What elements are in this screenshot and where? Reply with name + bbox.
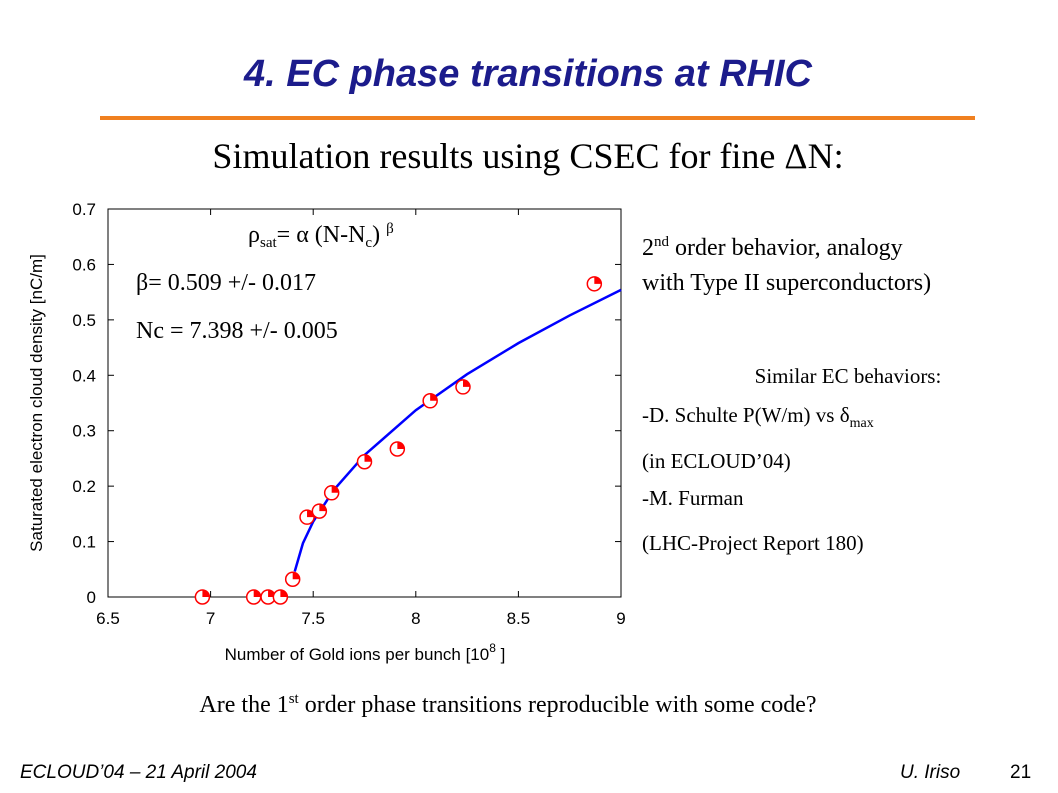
footer-author: U. Iriso bbox=[900, 762, 960, 783]
y-axis-label: Saturated electron cloud density [nC/m] bbox=[27, 254, 46, 552]
similar-line: -D. Schulte P(W/m) vs δmax bbox=[642, 403, 874, 431]
note: 2nd order behavior, analogy bbox=[642, 234, 903, 261]
y-tick-label: 0.1 bbox=[72, 533, 96, 552]
x-tick-label: 7.5 bbox=[301, 609, 325, 628]
similar-line: (in ECLOUD’04) bbox=[642, 449, 791, 473]
point-wedge bbox=[430, 393, 438, 401]
formula-sub: sat bbox=[260, 235, 277, 251]
data-point bbox=[422, 393, 438, 409]
similar-sub: max bbox=[850, 416, 874, 431]
question-part: order phase transitions reproducible wit… bbox=[299, 692, 817, 718]
point-wedge bbox=[462, 379, 470, 387]
point-wedge bbox=[292, 572, 300, 580]
point-wedge bbox=[331, 485, 339, 493]
data-point bbox=[311, 503, 328, 519]
formula-sub: c bbox=[365, 235, 372, 251]
similar-heading: Similar EC behaviors: bbox=[755, 364, 942, 388]
point-wedge bbox=[397, 442, 405, 450]
point-wedge bbox=[280, 590, 288, 597]
x-tick-label: 8.5 bbox=[507, 609, 531, 628]
x-tick-label: 7 bbox=[206, 609, 215, 628]
annotation: β= 0.509 +/- 0.017 bbox=[136, 270, 316, 296]
note-part: order behavior, analogy bbox=[669, 235, 903, 261]
x-axis-label: Number of Gold ions per bunch [108 ] bbox=[225, 641, 506, 664]
similar-part: -D. Schulte P(W/m) vs δ bbox=[642, 403, 850, 427]
data-point bbox=[389, 441, 406, 457]
formula-sup: β bbox=[386, 221, 394, 237]
y-tick-label: 0.6 bbox=[72, 255, 96, 274]
x-label-sup: 8 bbox=[489, 641, 496, 655]
similar-line: (LHC-Project Report 180) bbox=[642, 531, 864, 555]
similar-line: -M. Furman bbox=[642, 486, 744, 510]
note-part: 2 bbox=[642, 235, 654, 261]
point-wedge bbox=[307, 510, 315, 518]
formula-part: = α (N-N bbox=[277, 222, 366, 248]
formula-part: ) bbox=[372, 222, 386, 248]
x-tick-label: 6.5 bbox=[96, 609, 120, 628]
note-sup: nd bbox=[654, 234, 670, 250]
data-point bbox=[586, 276, 603, 292]
data-point bbox=[284, 571, 301, 588]
footer-left: ECLOUD’04 – 21 April 2004 bbox=[20, 762, 257, 783]
question-part: Are the 1 bbox=[199, 692, 288, 718]
data-point bbox=[455, 379, 471, 395]
note: with Type II superconductors) bbox=[642, 270, 931, 296]
data-point bbox=[245, 589, 262, 605]
annotation: Nc = 7.398 +/- 0.005 bbox=[136, 318, 338, 344]
y-tick-label: 0.2 bbox=[72, 477, 96, 496]
slide-title: 4. EC phase transitions at RHIC bbox=[243, 53, 813, 95]
point-wedge bbox=[364, 454, 372, 462]
y-tick-label: 0.4 bbox=[72, 366, 96, 385]
data-point bbox=[272, 589, 289, 605]
x-tick-label: 9 bbox=[616, 609, 625, 628]
y-tick-label: 0.7 bbox=[72, 200, 96, 219]
footer-page: 21 bbox=[1010, 762, 1031, 783]
point-wedge bbox=[253, 590, 261, 597]
plot-frame bbox=[107, 208, 622, 598]
y-tick-label: 0.5 bbox=[72, 311, 96, 330]
formula-part: ρ bbox=[248, 222, 260, 248]
y-tick-label: 0.3 bbox=[72, 422, 96, 441]
formula: ρsat= α (N-Nc) β bbox=[248, 221, 394, 251]
subtitle: Simulation results using CSEC for fine Δ… bbox=[212, 136, 843, 176]
data-point bbox=[356, 454, 373, 470]
data-point bbox=[260, 589, 276, 605]
data-point bbox=[323, 485, 340, 501]
question-sup: st bbox=[289, 691, 300, 707]
fit-line bbox=[293, 288, 622, 572]
data-point bbox=[299, 509, 315, 525]
point-wedge bbox=[319, 504, 327, 512]
x-label-part: ] bbox=[496, 645, 505, 664]
x-tick-label: 8 bbox=[411, 609, 420, 628]
point-wedge bbox=[202, 590, 210, 597]
question: Are the 1st order phase transitions repr… bbox=[199, 691, 816, 718]
y-tick-label: 0 bbox=[87, 588, 96, 607]
x-label-part: Number of Gold ions per bunch [10 bbox=[225, 645, 490, 664]
point-wedge bbox=[594, 276, 602, 284]
data-point bbox=[194, 589, 211, 605]
